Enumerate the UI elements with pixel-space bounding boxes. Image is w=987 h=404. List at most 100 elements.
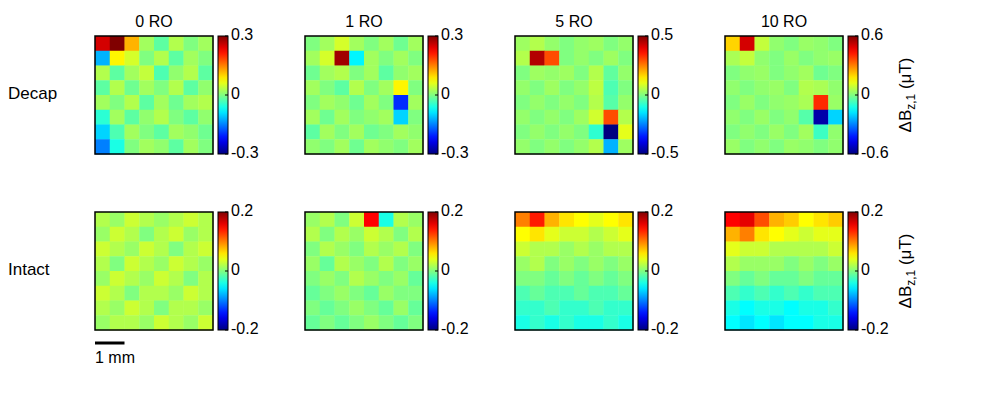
heatmap-cell (740, 110, 755, 125)
heatmap-cell (589, 125, 604, 140)
heatmap-cell (110, 242, 125, 257)
heatmap-cell (154, 256, 169, 271)
heatmap-cell (604, 315, 619, 330)
heatmap-cell (618, 301, 633, 316)
heatmap-cell (784, 36, 799, 51)
heatmap-cell (349, 80, 364, 95)
heatmap-cell (169, 227, 184, 242)
heatmap-cell (408, 66, 423, 81)
heatmap-cell (110, 256, 125, 271)
heatmap-cell (725, 271, 740, 286)
colorbar-tick (435, 154, 438, 155)
heatmap-cell (198, 227, 213, 242)
colorbar-tick (225, 154, 228, 155)
heatmap-cell (320, 139, 335, 154)
heatmap-cell (95, 95, 110, 110)
heatmap-cell (740, 242, 755, 257)
heatmap-cell (95, 227, 110, 242)
heatmap-cell (559, 36, 574, 51)
heatmap-cell (740, 212, 755, 227)
heatmap-cell (574, 301, 589, 316)
heatmap-cell (320, 51, 335, 66)
heatmap-cell (184, 80, 199, 95)
heatmap-cell (394, 271, 409, 286)
colorbar-tick (435, 212, 438, 213)
column-title: 5 RO (555, 13, 592, 30)
heatmap-cell (814, 301, 829, 316)
heatmap-cell (814, 110, 829, 125)
heatmap-cell (95, 51, 110, 66)
heatmap-cell (589, 110, 604, 125)
heatmap-cell (740, 125, 755, 140)
colorbar-tick (855, 330, 858, 331)
heatmap-cell (769, 36, 784, 51)
heatmap-cell (604, 36, 619, 51)
heatmap-cell (530, 212, 545, 227)
heatmap-cell (320, 301, 335, 316)
heatmap-cell (784, 271, 799, 286)
heatmap-cell (769, 301, 784, 316)
heatmap-cell (305, 80, 320, 95)
heatmap-cell (530, 51, 545, 66)
heatmap-cell (559, 125, 574, 140)
heatmap-cell (604, 139, 619, 154)
heatmap-panel (725, 36, 843, 154)
heatmap-cell (515, 66, 530, 81)
heatmap-cell (559, 139, 574, 154)
heatmap-cell (379, 125, 394, 140)
heatmap-cell (799, 139, 814, 154)
heatmap-cell (545, 80, 560, 95)
heatmap-cell (198, 315, 213, 330)
heatmap-cell (394, 95, 409, 110)
heatmap-cell (184, 139, 199, 154)
heatmap-cell (618, 110, 633, 125)
heatmap-cell (799, 242, 814, 257)
heatmap-cell (589, 271, 604, 286)
heatmap-cell (379, 110, 394, 125)
colorbar-tick (855, 154, 858, 155)
heatmap-cell (574, 66, 589, 81)
colorbar-tick-label: -0.2 (231, 320, 259, 337)
heatmap-cell (139, 315, 154, 330)
heatmap-cell (618, 242, 633, 257)
heatmap-cell (305, 286, 320, 301)
heatmap-cell (799, 271, 814, 286)
heatmap-cell (408, 271, 423, 286)
heatmap-cell (530, 286, 545, 301)
heatmap-cell (394, 125, 409, 140)
heatmap-cell (408, 256, 423, 271)
heatmap-cell (545, 271, 560, 286)
heatmap-cell (725, 66, 740, 81)
heatmap-cell (545, 212, 560, 227)
colorbar-tick-label: -0.2 (441, 320, 469, 337)
heatmap-cell (618, 95, 633, 110)
heatmap-cell (559, 51, 574, 66)
colorbar-tick-label: 0.6 (861, 26, 883, 43)
heatmap-cell (169, 271, 184, 286)
heatmap-cell (814, 51, 829, 66)
colorbar-tick-label: -0.6 (861, 144, 889, 161)
heatmap-cell (169, 286, 184, 301)
heatmap-cell (198, 242, 213, 257)
panel-frame (515, 36, 633, 154)
heatmap-cell (574, 315, 589, 330)
colorbar (428, 36, 438, 154)
heatmap-cell (139, 301, 154, 316)
heatmap-cell (769, 212, 784, 227)
heatmap-cell (725, 80, 740, 95)
heatmap-cell (740, 301, 755, 316)
heatmap-cell (604, 271, 619, 286)
heatmap-cell (515, 271, 530, 286)
heatmap-cell (408, 51, 423, 66)
heatmap-cell (139, 110, 154, 125)
heatmap-cell (154, 286, 169, 301)
heatmap-cell (574, 227, 589, 242)
heatmap-cell (545, 51, 560, 66)
heatmap-cell (604, 242, 619, 257)
colorbar-title-part: ΔB (896, 286, 915, 309)
heatmap-cell (364, 139, 379, 154)
heatmap-cell (198, 125, 213, 140)
heatmap-cell (589, 36, 604, 51)
heatmap-cell (530, 227, 545, 242)
heatmap-cell (364, 301, 379, 316)
